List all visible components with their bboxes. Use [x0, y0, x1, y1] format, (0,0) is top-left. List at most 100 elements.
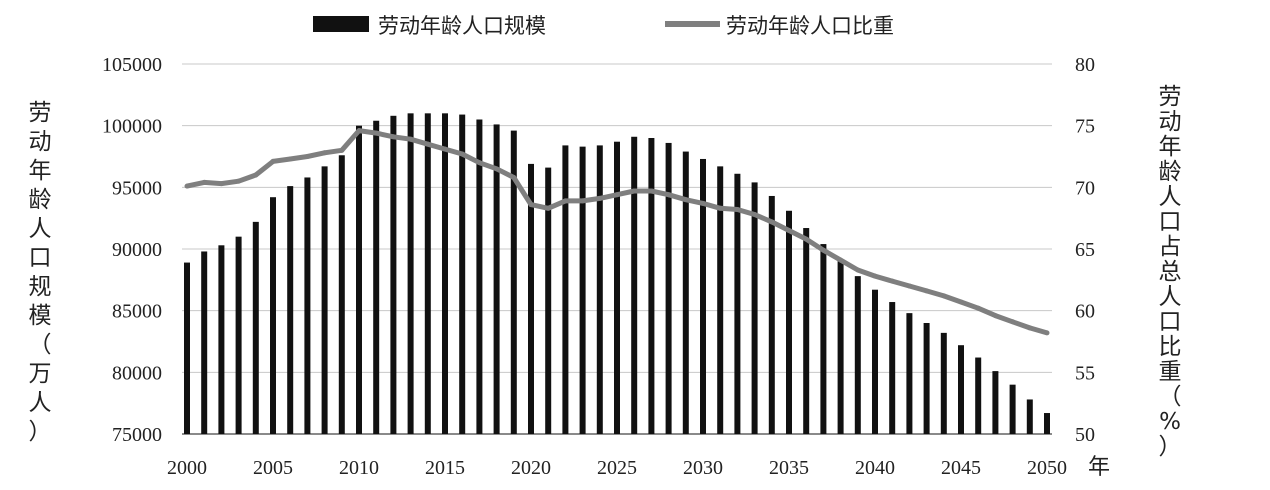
left-tick-label: 105000: [102, 54, 162, 76]
line-point: [184, 183, 190, 189]
bar: [1026, 399, 1033, 434]
right-tick-label: 75: [1075, 116, 1095, 138]
line-point: [889, 278, 895, 284]
bar: [803, 228, 810, 434]
right-tick-label: 60: [1075, 301, 1095, 323]
line-point: [1044, 330, 1050, 336]
bar: [218, 245, 225, 434]
line-point: [236, 178, 242, 184]
bar: [493, 124, 500, 434]
bar: [510, 130, 517, 434]
bar: [648, 138, 655, 434]
line-point: [528, 202, 534, 208]
line-point: [752, 211, 758, 217]
x-tick-label: 2030: [683, 457, 723, 479]
line-point: [924, 288, 930, 294]
line-point: [975, 305, 981, 311]
legend: 劳动年龄人口规模 劳动年龄人口比重: [313, 14, 894, 38]
left-tick-label: 85000: [112, 301, 162, 323]
x-axis-ticks: 2000 2005 2010 2015 2020 2025 2030 2035 2040 2045…: [167, 457, 1067, 479]
bar: [872, 289, 878, 434]
line-point: [1010, 319, 1016, 325]
right-axis-label-char: 年: [1159, 134, 1182, 160]
x-tick-label: 2050: [1027, 457, 1067, 479]
bar: [424, 113, 431, 434]
left-axis-label-char: 人: [29, 216, 52, 242]
bar: [373, 120, 380, 434]
left-tick-label: 90000: [112, 239, 162, 261]
line-point: [201, 179, 207, 185]
line-point: [545, 205, 551, 211]
right-axis-ticks: 50 55 60 65 70 75 80: [1075, 54, 1095, 446]
right-axis-label-char: （: [1159, 384, 1182, 410]
line-point: [820, 247, 826, 253]
bar: [356, 125, 362, 435]
line-point: [476, 160, 482, 166]
bar: [682, 151, 689, 435]
bar: [751, 182, 758, 434]
bar: [579, 146, 586, 434]
x-tick-label: 2045: [941, 457, 981, 479]
right-tick-label: 55: [1075, 362, 1095, 384]
x-tick-label: 2000: [167, 457, 207, 479]
left-tick-label: 95000: [112, 177, 162, 199]
bar-series: [184, 113, 1050, 435]
line-point: [218, 181, 224, 187]
bar: [390, 115, 397, 435]
line-point: [1027, 325, 1033, 331]
line-point: [287, 156, 293, 162]
right-tick-label: 50: [1075, 424, 1095, 446]
legend-bar-swatch: [313, 16, 369, 32]
left-axis-label-char: 劳: [29, 100, 52, 126]
bar: [270, 197, 276, 434]
bar: [631, 136, 638, 434]
line-point: [769, 219, 775, 225]
bar: [407, 113, 414, 434]
line-point: [408, 136, 414, 142]
bar: [545, 167, 552, 434]
bar: [820, 244, 827, 434]
right-axis-label-char: 龄: [1159, 159, 1182, 185]
line-point: [562, 198, 568, 204]
right-axis-label-char: 人: [1159, 284, 1182, 310]
right-axis-label-char: 劳: [1159, 84, 1182, 110]
bar: [958, 345, 964, 434]
bar: [476, 119, 483, 434]
bar: [717, 166, 724, 434]
bar: [837, 260, 844, 434]
right-axis-label-char: 占: [1159, 234, 1182, 260]
right-axis-label-char: ）: [1159, 434, 1182, 460]
x-tick-label: 2010: [339, 457, 379, 479]
line-point: [253, 172, 259, 178]
right-axis-label-char: %: [1159, 409, 1181, 435]
x-tick-label: 2025: [597, 457, 637, 479]
line-point: [855, 267, 861, 273]
bar: [1009, 384, 1016, 434]
bar: [201, 251, 208, 434]
bar: [923, 323, 930, 434]
line-point: [597, 195, 603, 201]
line-point: [906, 283, 912, 289]
line-point: [683, 197, 689, 203]
bar: [596, 145, 603, 434]
bar: [1044, 413, 1050, 434]
line-point: [648, 188, 654, 194]
legend-line-label: 劳动年龄人口比重: [726, 14, 894, 38]
left-axis-label-char: 动: [29, 129, 52, 155]
line-point: [442, 146, 448, 152]
bar: [975, 357, 982, 434]
line-point: [459, 151, 465, 157]
left-axis-label-char: （: [29, 332, 52, 358]
left-axis-label-char: 人: [29, 390, 52, 416]
right-axis-label-char: 口: [1159, 209, 1182, 235]
bar: [889, 302, 896, 434]
right-tick-label: 70: [1075, 177, 1095, 199]
line-point: [958, 299, 964, 305]
line-point: [356, 128, 362, 134]
bar: [786, 210, 792, 434]
bar: [321, 166, 328, 434]
x-tick-label: 2005: [253, 457, 293, 479]
left-axis-label-char: 模: [29, 303, 52, 329]
line-point: [270, 158, 276, 164]
